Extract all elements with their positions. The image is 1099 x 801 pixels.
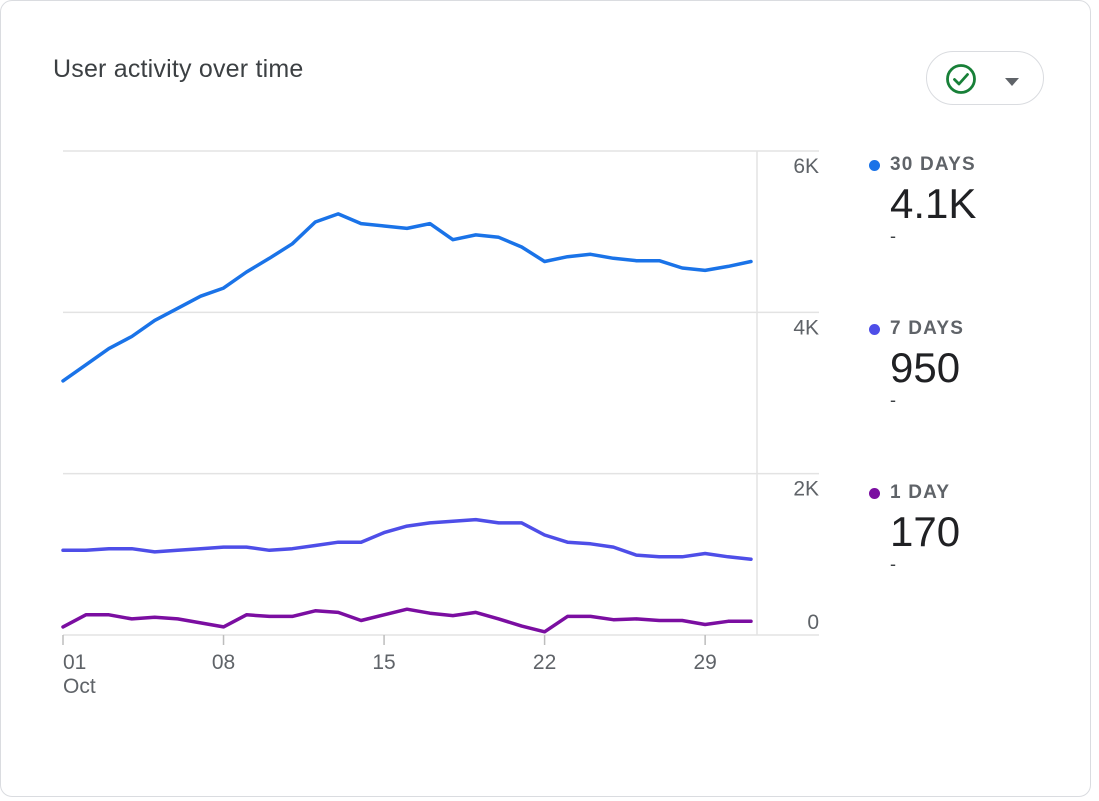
x-tick-label: 01 — [63, 651, 86, 674]
chart-grid — [63, 150, 819, 636]
chart-series — [61, 212, 753, 634]
legend-label: 1 DAY — [890, 482, 951, 503]
x-tick-label: 29 — [693, 651, 716, 674]
caret-down-icon — [1004, 74, 1020, 92]
legend-delta: - — [890, 226, 896, 246]
legend-label: 7 DAYS — [890, 318, 965, 339]
legend-delta: - — [890, 554, 896, 574]
y-axis: 0 2K 4K 6K — [793, 155, 819, 634]
legend-item-30-days: 30 DAYS 4.1K - — [869, 153, 976, 245]
legend-item-1-day: 1 DAY 170 - — [869, 481, 960, 573]
legend-value: 4.1K — [890, 180, 977, 227]
card-title: User activity over time — [53, 55, 304, 83]
legend-delta: - — [890, 390, 896, 410]
y-tick-label: 4K — [793, 316, 819, 339]
x-tick-label: 15 — [372, 651, 395, 674]
y-tick-label: 6K — [793, 155, 819, 178]
legend-dot — [869, 159, 880, 171]
legend-value: 950 — [890, 344, 961, 391]
legend-item-7-days: 7 DAYS 950 - — [869, 317, 964, 409]
x-tick-label: 08 — [212, 651, 235, 674]
x-tick-sublabel: Oct — [63, 675, 96, 698]
y-tick-label: 2K — [793, 478, 819, 501]
status-dropdown-button[interactable] — [926, 51, 1044, 105]
series-line-30-days — [61, 212, 753, 383]
legend-dot — [869, 323, 880, 335]
x-tick-label: 22 — [533, 651, 556, 674]
legend-value: 170 — [890, 508, 961, 555]
legend-dot — [869, 487, 880, 499]
check-circle-icon — [945, 63, 977, 100]
legend-label: 30 DAYS — [890, 154, 976, 175]
y-tick-label: 0 — [807, 611, 819, 634]
series-line-1-day — [61, 607, 753, 634]
series-line-7-days — [61, 517, 753, 561]
